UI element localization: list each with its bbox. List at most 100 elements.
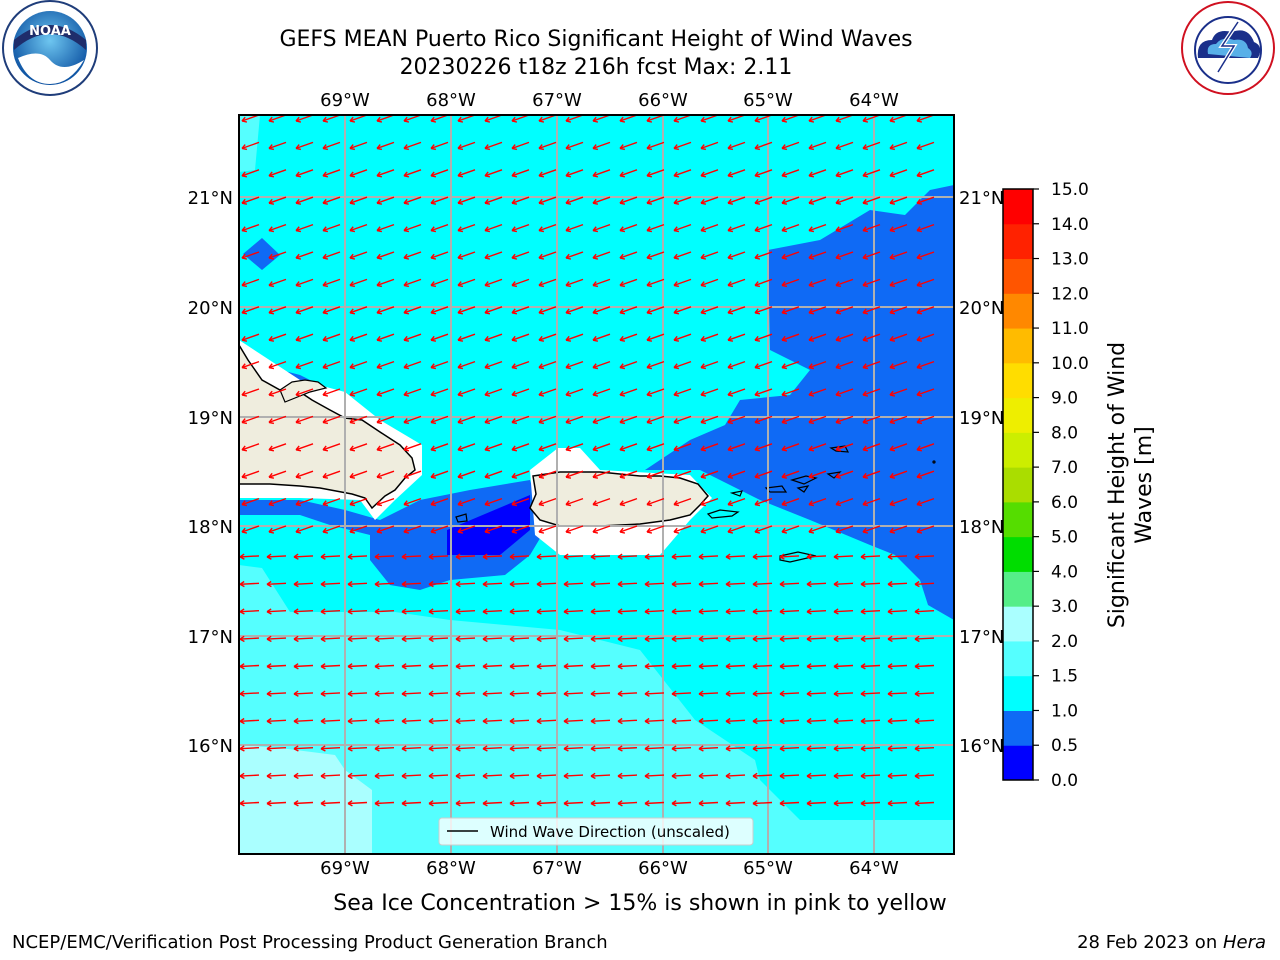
wind-wave-arrowhead <box>376 390 383 397</box>
wind-wave-arrowhead <box>430 171 437 178</box>
wind-wave-arrow <box>835 251 854 259</box>
wind-wave-arrowhead <box>428 580 434 588</box>
wind-wave-arrowhead <box>266 717 272 725</box>
wind-wave-arrow <box>698 747 719 750</box>
wind-wave-arrowhead <box>617 717 623 725</box>
wind-wave-arrowhead <box>374 580 380 588</box>
wind-wave-arrowhead <box>781 335 788 342</box>
wind-wave-arrow <box>862 196 881 204</box>
wind-wave-arrow <box>538 415 557 424</box>
wind-wave-arrowhead <box>563 717 569 725</box>
wind-wave-arrowhead <box>538 445 545 452</box>
wind-wave-arrow <box>646 388 665 396</box>
wind-wave-arrow <box>457 497 476 506</box>
wind-wave-arrowhead <box>239 553 245 560</box>
wind-wave-arrowhead <box>889 226 896 233</box>
wind-wave-arrow <box>482 774 503 777</box>
wind-wave-arrowhead <box>754 144 761 151</box>
wind-wave-arrow <box>563 747 584 750</box>
wind-wave-arrowhead <box>914 580 920 588</box>
wind-wave-arrow <box>295 169 314 177</box>
wind-wave-arrow <box>646 333 665 341</box>
wind-wave-arrow <box>430 525 449 533</box>
wind-wave-arrowhead <box>457 171 464 178</box>
wind-wave-arrow <box>511 333 530 341</box>
wind-wave-arrowhead <box>808 363 815 370</box>
wind-wave-arrowhead <box>671 772 677 780</box>
wind-wave-arrowhead <box>565 445 572 452</box>
wind-wave-arrowhead <box>376 527 383 534</box>
lon-label-bottom: 64°W <box>849 858 899 879</box>
wind-wave-arrowhead <box>644 608 650 615</box>
wave-band-1.5-2m <box>239 565 954 854</box>
wind-wave-arrowhead <box>320 580 326 588</box>
wind-wave-arrowhead <box>700 281 707 288</box>
longitude-labels-top: 69°W 68°W 67°W 66°W 65°W 64°W <box>320 90 899 111</box>
wind-wave-arrowhead <box>268 445 275 452</box>
wind-wave-arrowhead <box>646 281 653 288</box>
wind-wave-arrowhead <box>401 717 407 725</box>
wind-wave-arrowhead <box>887 745 893 752</box>
wind-wave-arrow <box>725 801 746 805</box>
lat-label-right: 21°N <box>959 188 1004 209</box>
wind-wave-arrow <box>727 415 746 424</box>
wind-wave-arrow <box>619 169 638 177</box>
wind-wave-arrow <box>833 555 854 558</box>
wind-wave-arrow <box>889 497 908 506</box>
wind-wave-arrowhead <box>698 745 704 752</box>
wind-wave-arrowhead <box>725 800 731 807</box>
wind-wave-arrowhead <box>727 253 734 260</box>
wind-wave-arrow <box>806 747 827 750</box>
wind-wave-arrow <box>484 470 503 478</box>
wind-wave-arrow <box>889 141 908 150</box>
wind-wave-arrow <box>914 747 935 750</box>
wind-wave-arrow <box>428 719 449 722</box>
wind-wave-arrowhead <box>673 500 680 507</box>
wind-wave-arrowhead <box>754 335 761 342</box>
colorbar-tick-label: 2.0 <box>1051 632 1078 652</box>
wind-wave-arrow <box>374 747 395 750</box>
wind-wave-arrowhead <box>860 635 866 643</box>
wind-wave-arrowhead <box>889 281 896 288</box>
lon-label-bottom: 67°W <box>532 858 582 879</box>
wind-wave-arrowhead <box>538 116 545 123</box>
wind-wave-arrowhead <box>376 253 383 260</box>
wind-wave-arrowhead <box>727 335 734 342</box>
wind-wave-arrow <box>401 719 422 722</box>
wind-wave-arrowhead <box>266 580 272 588</box>
wind-wave-arrowhead <box>592 335 599 342</box>
wind-wave-arrow <box>268 333 287 341</box>
wind-wave-arrowhead <box>457 308 464 315</box>
wind-wave-arrow <box>781 306 800 314</box>
wind-wave-arrowhead <box>592 472 599 479</box>
wind-wave-arrow <box>266 664 287 668</box>
wind-wave-arrowhead <box>457 418 464 425</box>
wind-wave-arrowhead <box>293 663 299 670</box>
wind-wave-arrowhead <box>374 663 380 670</box>
colorbar-segment <box>1003 258 1033 294</box>
wind-wave-arrow <box>430 388 449 396</box>
wind-wave-arrowhead <box>241 500 248 507</box>
wind-wave-arrow <box>808 141 827 150</box>
wind-wave-arrow <box>619 196 638 204</box>
wind-wave-arrow <box>754 251 773 259</box>
wind-wave-arrowhead <box>511 144 518 151</box>
wind-wave-arrowhead <box>619 363 626 370</box>
legend-label: Wind Wave Direction (unscaled) <box>490 823 730 841</box>
wind-wave-arrow <box>484 525 503 533</box>
wind-wave-arrow <box>592 443 611 451</box>
wind-wave-arrow <box>349 306 368 314</box>
wind-wave-arrow <box>401 637 422 640</box>
wind-wave-arrowhead <box>565 335 572 342</box>
wind-wave-arrow <box>374 555 395 558</box>
wind-wave-arrow <box>592 196 611 204</box>
wind-wave-arrow <box>646 251 665 259</box>
wind-wave-arrow <box>698 582 719 585</box>
wind-wave-arrowhead <box>752 663 758 670</box>
wind-wave-arrowhead <box>484 527 491 534</box>
wind-wave-arrowhead <box>808 171 815 178</box>
wind-wave-arrowhead <box>563 800 569 807</box>
wind-wave-arrowhead <box>700 500 707 507</box>
wind-wave-arrowhead <box>403 472 410 479</box>
wind-wave-arrowhead <box>673 308 680 315</box>
